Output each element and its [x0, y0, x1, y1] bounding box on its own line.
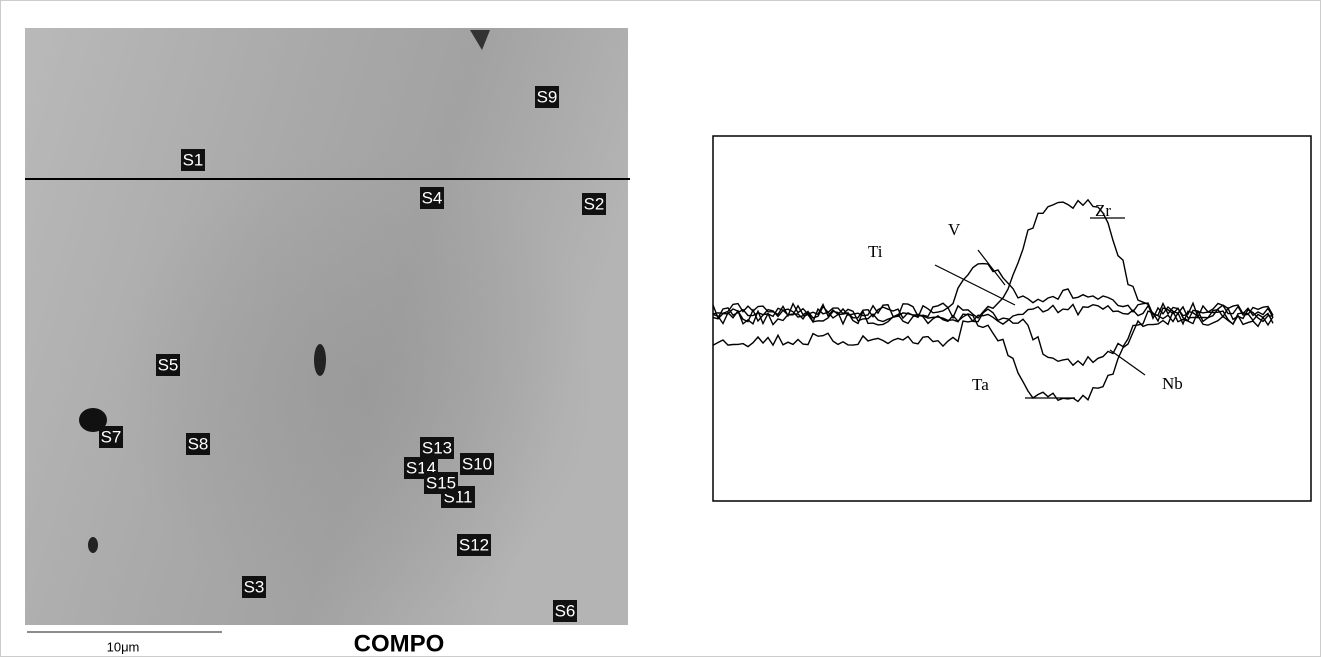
point-label: S10	[462, 454, 492, 473]
label-box	[242, 576, 266, 598]
element-label: Zr	[1095, 201, 1111, 220]
label-box	[186, 433, 210, 455]
pore	[470, 30, 490, 50]
point-label: S4	[422, 188, 443, 207]
profile-curve	[712, 262, 1274, 319]
label-box	[457, 534, 491, 556]
leader-line	[934, 264, 1016, 306]
point-label: S13	[422, 438, 452, 457]
label-box	[181, 149, 205, 171]
label-box	[535, 86, 559, 108]
label-box	[156, 354, 180, 376]
label-box	[420, 187, 444, 209]
element-label: Nb	[1162, 374, 1183, 393]
label-box	[424, 472, 458, 494]
point-label: S6	[555, 601, 576, 620]
element-label: Ta	[972, 375, 989, 394]
scale-text: 10μm	[107, 639, 140, 654]
micrograph-shade	[25, 28, 628, 625]
point-label: S15	[426, 473, 456, 492]
pore	[314, 344, 326, 376]
mode-text: COMPO	[354, 630, 445, 657]
label-box	[582, 193, 606, 215]
label-box	[99, 426, 123, 448]
label-box	[460, 453, 494, 475]
point-label: S7	[101, 427, 122, 446]
label-box	[553, 600, 577, 622]
profile-curve	[712, 303, 1274, 348]
point-label: S5	[158, 355, 179, 374]
point-label: S2	[584, 194, 605, 213]
element-label: V	[948, 220, 961, 239]
label-box	[420, 437, 454, 459]
leader-line	[1109, 349, 1146, 376]
point-label: S9	[537, 87, 558, 106]
leader-line	[977, 249, 1006, 286]
point-label: S1	[183, 150, 204, 169]
profile-curve	[712, 309, 1274, 403]
pore	[88, 537, 98, 553]
point-label: S8	[188, 434, 209, 453]
point-label: S3	[244, 577, 265, 596]
element-label: Ti	[868, 242, 883, 261]
line-scan: Zr Ti V Ta Nb	[712, 135, 1312, 502]
point-label: S12	[459, 535, 489, 554]
